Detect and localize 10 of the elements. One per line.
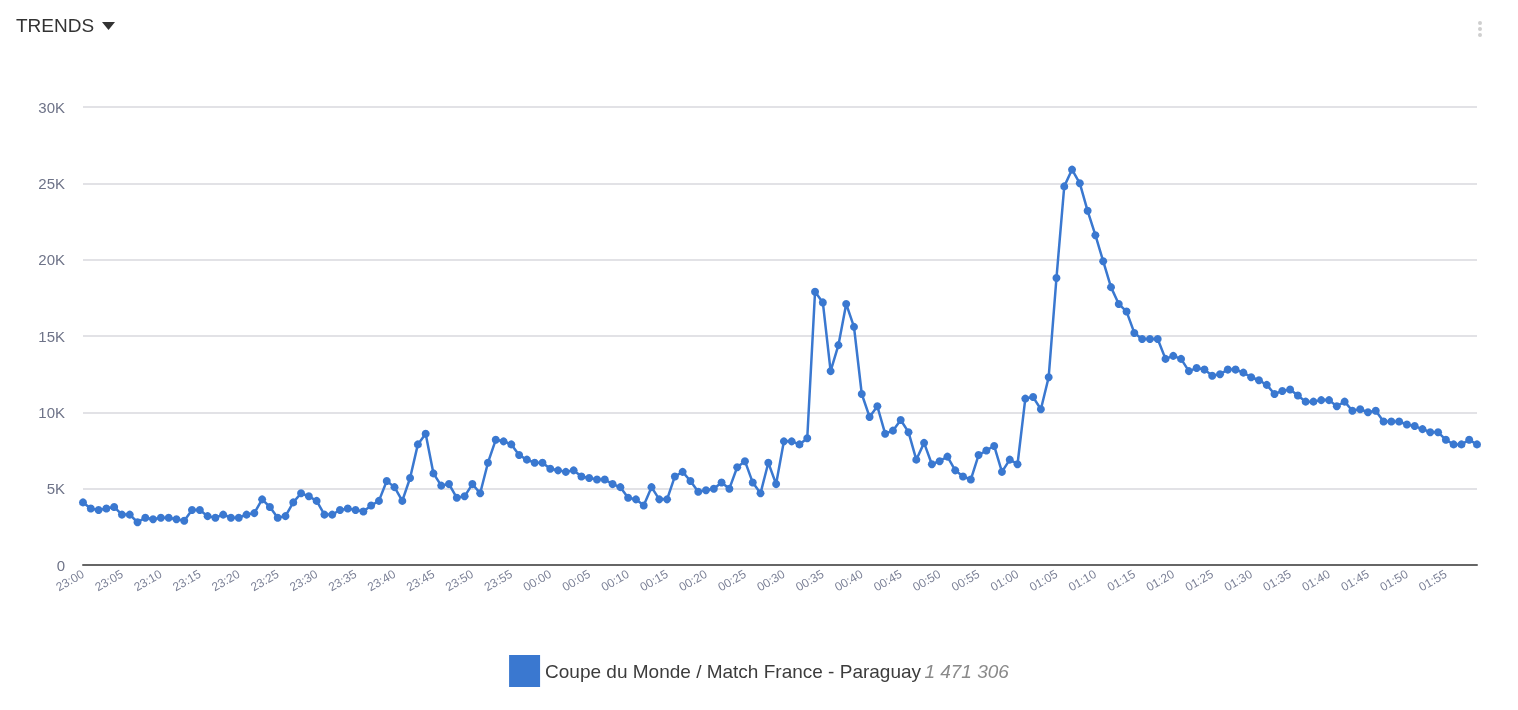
text: 1 471 306	[924, 660, 1010, 682]
y-tick-label: 25K	[38, 174, 65, 192]
y-tick-label: 20K	[38, 251, 65, 269]
y-tick-label: 15K	[38, 327, 65, 345]
y-tick-label: 0	[56, 556, 65, 574]
legend-label: Coupe du Monde / Match France - Paraguay	[545, 660, 922, 682]
chart-title: TRENDS	[16, 15, 95, 37]
y-tick-label: 30K	[38, 98, 65, 116]
y-tick-label: 10K	[38, 403, 65, 421]
y-tick-label: 5K	[46, 480, 65, 498]
